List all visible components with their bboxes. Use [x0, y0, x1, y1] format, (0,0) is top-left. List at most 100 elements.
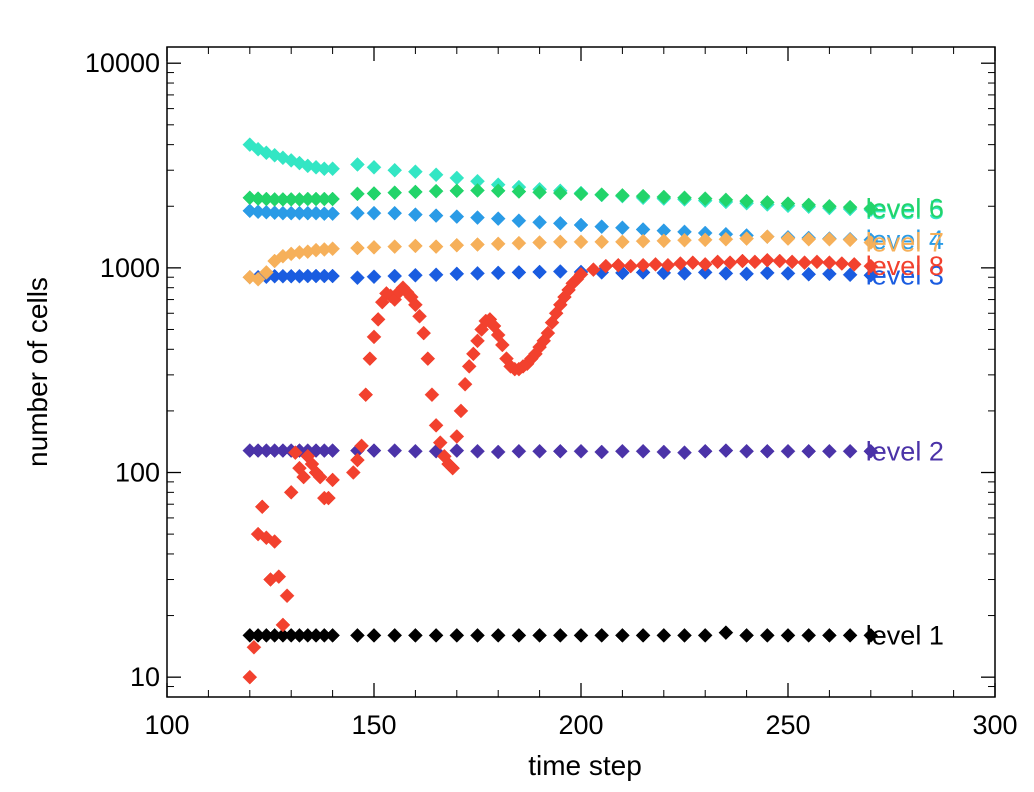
data-point	[822, 628, 837, 643]
data-point	[759, 229, 775, 245]
data-point	[511, 235, 527, 251]
data-point	[718, 266, 734, 281]
data-point	[387, 443, 403, 458]
y-tick-label: 10	[130, 662, 160, 692]
data-point	[408, 267, 423, 283]
data-point	[250, 526, 266, 542]
data-point	[432, 435, 448, 450]
data-point	[350, 452, 365, 468]
data-point	[615, 234, 630, 250]
data-point	[408, 238, 423, 254]
data-point	[445, 460, 461, 476]
data-point	[275, 617, 291, 633]
data-point	[842, 443, 858, 459]
data-point	[532, 264, 547, 280]
data-point	[470, 237, 485, 252]
data-point	[387, 162, 403, 178]
data-point	[759, 628, 775, 643]
data-point	[635, 188, 651, 204]
series-label: level 7	[866, 228, 944, 258]
data-point	[470, 210, 485, 225]
data-point	[275, 150, 291, 166]
data-point	[428, 267, 444, 283]
data-point	[772, 253, 788, 269]
data-point	[552, 443, 568, 459]
data-point	[490, 444, 506, 460]
data-point	[387, 628, 403, 643]
data-point	[598, 258, 614, 274]
data-point	[449, 266, 465, 282]
data-point	[408, 207, 423, 222]
data-point	[697, 191, 713, 206]
data-point	[677, 190, 692, 206]
data-point	[822, 443, 837, 459]
data-point	[387, 185, 403, 201]
data-point	[470, 333, 485, 349]
series-label: level 5	[866, 195, 944, 225]
data-point	[863, 258, 879, 274]
data-point	[809, 254, 825, 270]
x-tick-label: 300	[972, 710, 1017, 740]
data-point	[797, 255, 812, 271]
data-point	[635, 233, 651, 249]
data-point	[362, 351, 378, 367]
data-point	[408, 164, 423, 180]
data-point	[490, 265, 506, 281]
data-point	[366, 443, 382, 458]
data-point	[420, 351, 436, 367]
series-level-3	[242, 264, 879, 286]
data-point	[735, 253, 750, 269]
data-point	[511, 628, 527, 643]
data-point	[387, 268, 403, 284]
data-point	[428, 417, 444, 433]
data-point	[350, 628, 365, 643]
data-point	[863, 628, 879, 643]
data-point	[366, 239, 382, 255]
data-point	[610, 257, 626, 273]
data-point	[370, 312, 386, 327]
data-point	[412, 308, 427, 324]
data-point	[325, 443, 340, 458]
data-point	[246, 639, 262, 655]
data-point	[739, 628, 754, 643]
data-point	[296, 469, 311, 485]
data-point	[466, 346, 481, 362]
data-point	[449, 209, 465, 224]
data-point	[490, 628, 506, 643]
data-point	[366, 269, 382, 285]
x-tick-label: 200	[558, 710, 603, 740]
data-point	[780, 443, 796, 459]
data-point	[552, 215, 568, 231]
data-point	[718, 625, 734, 641]
data-point	[428, 183, 444, 199]
data-point	[350, 186, 365, 202]
data-point	[759, 443, 775, 459]
data-point	[677, 445, 692, 461]
data-point	[532, 214, 547, 230]
data-point	[449, 183, 465, 199]
data-point	[292, 155, 307, 171]
data-point	[449, 443, 465, 458]
data-point	[449, 170, 465, 186]
data-point	[697, 628, 713, 643]
x-tick-label: 150	[351, 710, 396, 740]
data-point	[325, 268, 340, 284]
data-point	[697, 443, 713, 459]
data-point	[350, 157, 365, 172]
data-point	[325, 472, 340, 488]
data-point	[461, 359, 477, 374]
data-point	[822, 266, 837, 282]
data-point	[408, 443, 423, 459]
data-point	[552, 185, 568, 201]
data-point	[759, 194, 775, 210]
data-point	[615, 188, 630, 203]
data-point	[801, 197, 817, 213]
data-point	[822, 255, 837, 271]
data-point	[250, 141, 266, 157]
data-point	[366, 186, 382, 201]
data-point	[594, 187, 610, 202]
data-point	[718, 192, 734, 208]
data-point	[677, 266, 692, 281]
